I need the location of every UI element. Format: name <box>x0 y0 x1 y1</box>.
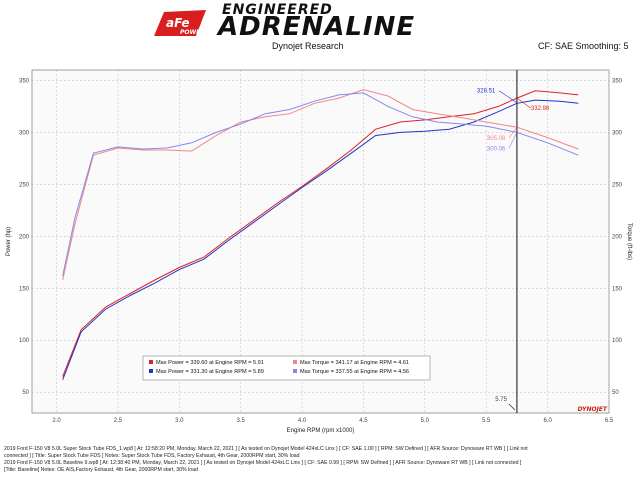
header-correction: CF: SAE Smoothing: 5 <box>538 41 629 51</box>
x-tick-label: 3.0 <box>175 418 184 424</box>
y-tick-label-left: 350 <box>19 78 30 84</box>
svg-text:aFe: aFe <box>166 16 190 30</box>
x-tick-label: 6.5 <box>605 418 614 424</box>
svg-text:POWER: POWER <box>180 29 205 36</box>
x-tick-label: 6.0 <box>543 418 552 424</box>
run-note-2b: [Title: Baseline] Notes: OE AIS,Factory … <box>4 467 198 473</box>
afe-logo: aFe POWER <box>154 10 206 36</box>
series-line-1 <box>62 90 579 377</box>
series-line-3 <box>62 89 579 281</box>
series-line-2 <box>62 99 579 380</box>
legend-box <box>142 355 431 381</box>
callout-leader-3 <box>508 126 518 139</box>
x-tick-label: 2.0 <box>52 418 61 424</box>
x-tick-label: 2.5 <box>114 418 123 424</box>
dyno-chart: 50 50 100 100 150 150 200 200 250 250 300 300 350 350… <box>6 69 632 434</box>
series-line-4 <box>62 92 579 276</box>
callout-value-3: 305.08 <box>487 136 506 142</box>
y-tick-label-right: 100 <box>612 338 623 344</box>
x-tick-label: 4.5 <box>359 418 368 424</box>
callout-leader-2 <box>516 97 532 109</box>
rpm-cursor-pointer <box>508 403 516 411</box>
legend-swatch-3 <box>149 369 153 373</box>
brand-header: aFe POWER ENGINEERED ADRENALINE <box>150 2 480 42</box>
x-tick-label: 5.0 <box>421 418 430 424</box>
y-axis-label-left: Power (hp) <box>6 227 12 256</box>
legend-entry-3: Max Power = 331.30 at Engine RPM = 5.89 <box>156 369 264 375</box>
y-tick-label-right: 300 <box>612 130 623 136</box>
callout-leader-1 <box>498 90 518 103</box>
legend-entry-4: Max Torque = 337.55 at Engine RPM = 4.56 <box>300 369 409 375</box>
y-tick-label-left: 100 <box>19 338 30 344</box>
y-tick-label-left: 50 <box>22 390 29 396</box>
run-note-1a: 2019 Ford F-150 V8 5.0L Super Stock Tube… <box>4 446 528 452</box>
y-tick-label-left: 300 <box>19 130 30 136</box>
y-axis-label-right: Torque (ft-lbs) <box>626 223 632 260</box>
legend-entry-1: Max Power = 339.60 at Engine RPM = 5.91 <box>156 360 264 366</box>
y-tick-label-left: 200 <box>19 234 30 240</box>
y-tick-label-left: 250 <box>19 182 30 188</box>
legend-swatch-1 <box>149 360 153 364</box>
legend-swatch-4 <box>293 369 297 373</box>
y-tick-label-right: 150 <box>612 286 623 292</box>
callout-value-2: 332.98 <box>531 106 550 112</box>
dynojet-watermark: DYNOJET <box>578 406 608 413</box>
legend-swatch-2 <box>293 360 297 364</box>
run-note-1b: connected ] [ Title: Super Stock Tube FD… <box>4 453 300 459</box>
legend-entry-2: Max Torque = 341.17 at Engine RPM = 4.61 <box>300 360 409 366</box>
header-source: Dynojet Research <box>272 41 344 51</box>
brand-tagline-main: ADRENALINE <box>218 12 416 42</box>
run-note-2a: 2019 Ford F-150 V8 5.0L Baseline 9.wp8 [… <box>4 460 522 466</box>
callout-leader-4 <box>508 132 518 149</box>
y-tick-label-right: 50 <box>612 390 619 396</box>
x-axis-label: Engine RPM (rpm x1000) <box>287 428 355 434</box>
callout-value-1: 328.51 <box>477 89 496 95</box>
x-tick-label: 4.0 <box>298 418 307 424</box>
x-tick-label: 5.5 <box>482 418 491 424</box>
y-tick-label-right: 200 <box>612 234 623 240</box>
y-tick-label-left: 150 <box>19 286 30 292</box>
y-tick-label-right: 250 <box>612 182 623 188</box>
x-tick-label: 3.5 <box>237 418 246 424</box>
y-tick-label-right: 350 <box>612 78 623 84</box>
rpm-cursor-label: 5.75 <box>495 397 507 403</box>
brand-tagline-top: ENGINEERED <box>222 2 333 18</box>
callout-value-4: 300.06 <box>487 146 506 152</box>
